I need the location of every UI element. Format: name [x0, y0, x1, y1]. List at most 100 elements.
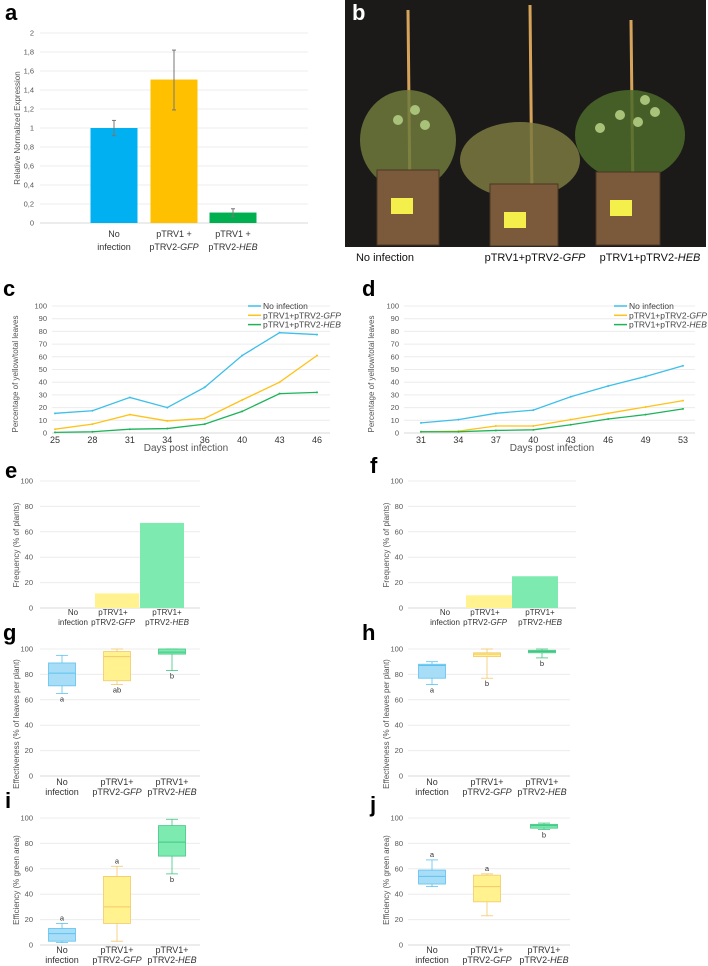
category-label: pTRV2-GFP	[149, 242, 198, 252]
y-axis-label: Frequency (% of plants)	[382, 502, 391, 587]
box	[418, 663, 446, 679]
y-tick-label: 80	[25, 839, 33, 848]
significance-letter: b	[540, 659, 544, 668]
data-point	[420, 421, 422, 424]
panel-letter: d	[362, 276, 375, 301]
x-tick-label: 40	[237, 435, 247, 445]
data-point	[316, 391, 318, 394]
panel-letter: e	[5, 458, 17, 483]
category-label: No	[440, 608, 451, 617]
series-line	[420, 365, 684, 424]
y-tick-label: 0	[29, 604, 33, 613]
y-tick-label: 20	[395, 915, 403, 924]
box	[48, 928, 76, 942]
y-tick-label: 100	[390, 477, 403, 486]
category-label: pTRV2-HEB	[147, 787, 196, 797]
y-tick-label: 30	[391, 390, 399, 399]
panel-j: j 0 20 40 60 80 100 Efficiency (% green area) a N…	[369, 792, 570, 965]
legend-label: pTRV1+pTRV2-HEB	[629, 320, 707, 330]
category-label: pTRV1+	[470, 608, 500, 617]
bar	[90, 128, 138, 223]
category-label: pTRV2-HEB	[517, 787, 566, 797]
significance-letter: b	[170, 672, 174, 681]
legend-label: pTRV1+pTRV2-GFP	[263, 310, 341, 320]
data-point	[644, 405, 647, 408]
box	[103, 651, 131, 682]
panel-letter: i	[5, 788, 11, 813]
box	[473, 652, 501, 658]
data-point	[644, 375, 647, 378]
series-line	[421, 408, 684, 433]
category-label: pTRV2-GFP	[462, 787, 511, 797]
pot-label-sticker	[391, 198, 413, 214]
y-tick-label: 0	[29, 941, 33, 950]
y-tick-label: 40	[391, 378, 399, 387]
y-tick-label: 0,8	[24, 143, 34, 152]
y-tick-label: 80	[39, 327, 47, 336]
data-point	[241, 398, 244, 401]
box	[530, 823, 558, 829]
legend-label: No infection	[263, 301, 308, 311]
category-label: pTRV2-GFP	[91, 618, 136, 627]
tomato-fruit	[393, 115, 403, 125]
category-label: pTRV2-GFP	[92, 955, 141, 965]
data-point	[569, 423, 572, 426]
y-tick-label: 0	[30, 219, 34, 228]
x-tick-label: 36	[200, 435, 210, 445]
data-point	[457, 430, 460, 433]
photo-caption: pTRV1+pTRV2-HEB	[600, 252, 701, 264]
y-tick-label: 50	[391, 365, 399, 374]
y-tick-label: 90	[391, 314, 399, 323]
y-tick-label: 0,6	[24, 162, 34, 171]
panel-letter: j	[369, 792, 376, 817]
significance-letter: b	[542, 830, 546, 839]
y-tick-label: 1,6	[24, 67, 34, 76]
y-tick-label: 40	[395, 553, 403, 562]
y-tick-label: 60	[25, 695, 33, 704]
y-tick-label: 100	[20, 645, 33, 654]
data-point	[278, 381, 281, 384]
category-label: pTRV1+	[155, 777, 188, 787]
data-point	[166, 427, 169, 430]
panel-letter: c	[3, 276, 15, 301]
category-label: pTRV1 +	[156, 229, 192, 239]
y-tick-label: 40	[25, 553, 33, 562]
data-point	[532, 428, 535, 431]
panel-letter: g	[3, 620, 16, 645]
data-point	[316, 333, 318, 336]
data-point	[644, 413, 647, 416]
x-axis-label: Days post infection	[144, 443, 229, 454]
tomato-fruit	[650, 107, 660, 117]
significance-letter: a	[430, 686, 435, 695]
plant-foliage	[575, 90, 685, 180]
y-tick-label: 80	[25, 502, 33, 511]
data-point	[457, 418, 460, 421]
y-tick-label: 60	[395, 527, 403, 536]
series-line	[54, 332, 318, 414]
tomato-fruit	[615, 110, 625, 120]
y-tick-label: 100	[34, 302, 47, 311]
y-tick-label: 10	[39, 416, 47, 425]
series-line	[54, 391, 318, 434]
category-label: pTRV2-GFP	[463, 618, 508, 627]
y-tick-label: 0	[399, 604, 403, 613]
data-point	[91, 423, 94, 426]
bar	[95, 593, 139, 608]
category-label: No	[68, 608, 79, 617]
category-label: pTRV1+	[525, 777, 558, 787]
category-label: pTRV2-HEB	[518, 618, 563, 627]
panel-h: h 0 20 40 60 80 100 Effectiveness (% of leaves …	[362, 620, 570, 797]
data-point	[166, 406, 169, 409]
y-tick-label: 60	[391, 352, 399, 361]
box	[158, 648, 186, 655]
y-tick-label: 70	[39, 340, 47, 349]
y-tick-label: 0	[395, 429, 399, 438]
data-point	[607, 412, 610, 415]
y-tick-label: 1,2	[24, 105, 34, 114]
bar	[209, 212, 257, 223]
data-point	[607, 418, 610, 421]
panel-i: i 0 20 40 60 80 100 Efficiency (% green area) a N…	[5, 788, 200, 965]
category-label: pTRV1+	[525, 608, 555, 617]
